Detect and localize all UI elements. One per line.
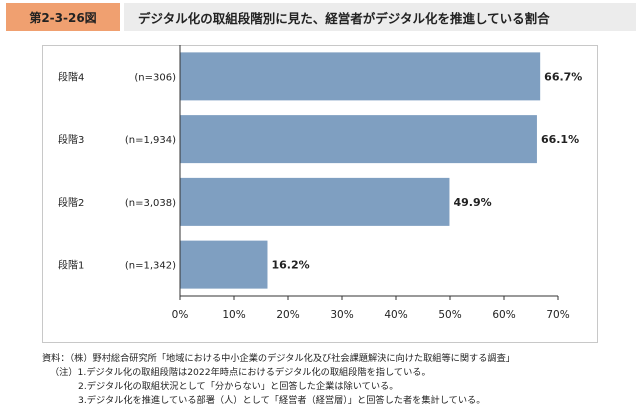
figure-title: デジタル化の取組段階別に見た、経営者がデジタル化を推進している割合: [124, 3, 636, 31]
data-label-2: 66.1%: [541, 133, 579, 146]
source-note: 資料：（株）野村総合研究所「地域における中小企業のデジタル化及び社会課題解決に向…: [42, 353, 515, 364]
bar-4: [180, 240, 268, 289]
x-tick-label: 40%: [384, 309, 407, 321]
bar-1: [180, 52, 541, 101]
x-tick-label: 0%: [172, 309, 189, 321]
x-tick-label: 70%: [546, 309, 569, 321]
note-3: 3.デジタル化を推進している部署（人）として「経営者（経営層）」と回答した者を集…: [78, 395, 486, 406]
category-label-1: 段階4: [58, 70, 84, 83]
sample-size-label-4: (n=1,342): [125, 261, 176, 272]
figure-header: 第2-3-26図 デジタル化の取組段階別に見た、経営者がデジタル化を推進している…: [0, 3, 640, 31]
x-tick-label: 20%: [276, 309, 299, 321]
category-label-3: 段階2: [58, 196, 84, 209]
data-label-3: 49.9%: [453, 196, 491, 209]
x-tick-label: 60%: [492, 309, 515, 321]
chart-frame: [42, 45, 598, 343]
sample-size-label-2: (n=1,934): [125, 135, 176, 146]
x-tick-label: 10%: [222, 309, 245, 321]
sample-size-label-1: (n=306): [134, 72, 176, 83]
x-tick-label: 50%: [438, 309, 461, 321]
category-label-2: 段階3: [58, 133, 84, 146]
figure-number: 第2-3-26図: [6, 3, 120, 31]
sample-size-label-3: (n=3,038): [125, 198, 176, 209]
note-1: （注）1.デジタル化の取組段階は2022年時点におけるデジタル化の取組段階を指し…: [50, 367, 431, 378]
x-tick-label: 30%: [330, 309, 353, 321]
chart-notes: 資料：（株）野村総合研究所「地域における中小企業のデジタル化及び社会課題解決に向…: [42, 352, 632, 408]
category-label-4: 段階1: [58, 259, 84, 272]
data-label-4: 16.2%: [271, 259, 309, 272]
bar-2: [180, 115, 537, 164]
bar-3: [180, 177, 450, 226]
data-label-1: 66.7%: [544, 70, 582, 83]
note-2: 2.デジタル化の取組状況として「分からない」と回答した企業は除いている。: [78, 381, 399, 392]
